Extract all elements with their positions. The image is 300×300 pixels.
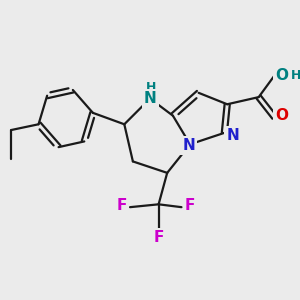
Text: O: O	[275, 108, 288, 123]
Text: F: F	[185, 198, 195, 213]
Text: F: F	[153, 230, 164, 245]
Text: N: N	[226, 128, 239, 143]
Text: H: H	[291, 69, 300, 82]
Text: O: O	[275, 68, 288, 83]
Text: N: N	[182, 138, 195, 153]
Text: F: F	[116, 198, 127, 213]
Text: H: H	[146, 81, 157, 94]
Text: N: N	[144, 91, 156, 106]
